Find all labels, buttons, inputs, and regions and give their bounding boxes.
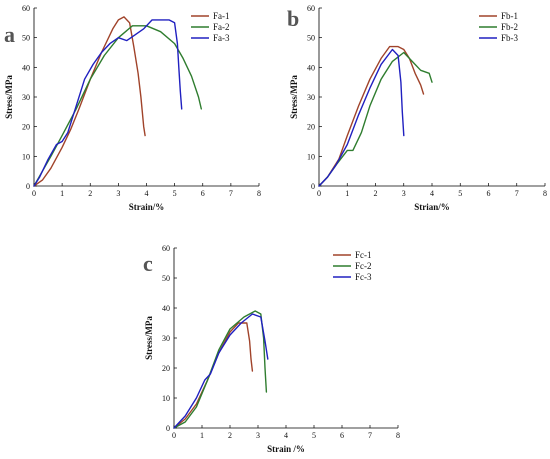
y-tick-label: 40 [162, 304, 170, 313]
legend-label-Fc-3: Fc-3 [355, 272, 372, 282]
y-tick-label: 50 [22, 34, 30, 43]
y-tick-label: 0 [166, 424, 170, 433]
x-tick-label: 7 [229, 189, 233, 198]
y-tick-label: 30 [22, 93, 30, 102]
y-tick-label: 50 [162, 274, 170, 283]
x-tick-label: 8 [257, 189, 261, 198]
legend-label-Fc-1: Fc-1 [355, 250, 372, 260]
x-tick-label: 2 [88, 189, 92, 198]
x-tick-label: 2 [228, 431, 232, 440]
x-tick-label: 7 [368, 431, 372, 440]
x-tick-label: 8 [543, 189, 547, 198]
x-tick-label: 7 [515, 189, 519, 198]
y-tick-label: 40 [307, 63, 315, 72]
series-line-Fb-3 [318, 48, 405, 187]
x-tick-label: 4 [145, 189, 149, 198]
series-line-Fa-3 [33, 19, 183, 187]
series-line-Fb-1 [318, 45, 425, 187]
x-tick-label: 6 [201, 189, 205, 198]
y-tick-label: 20 [162, 364, 170, 373]
y-tick-label: 10 [162, 394, 170, 403]
x-tick-label: 5 [173, 189, 177, 198]
legend-label-Fb-2: Fb-2 [501, 22, 518, 32]
x-tick-label: 3 [402, 189, 406, 198]
y-axis-title: Stress/MPa [144, 316, 154, 360]
y-tick-label: 30 [162, 334, 170, 343]
x-tick-label: 0 [317, 189, 321, 198]
series-line-Fc-2 [173, 310, 268, 429]
y-tick-label: 60 [162, 244, 170, 253]
legend-label-Fa-1: Fa-1 [213, 11, 230, 21]
x-tick-label: 0 [32, 189, 36, 198]
x-tick-label: 6 [340, 431, 344, 440]
x-axis-title: Strian/% [414, 202, 450, 212]
x-tick-label: 1 [345, 189, 349, 198]
x-tick-label: 4 [284, 431, 288, 440]
series-line-Fc-3 [173, 313, 269, 429]
y-tick-label: 10 [307, 152, 315, 161]
panel-letter: a [4, 22, 15, 47]
chart-panel-b: b 0 1 2 3 4 5 6 7 8 0 10 20 30 40 50 60 Strian/% Stress/MP… [287, 4, 547, 212]
y-tick-label: 30 [307, 93, 315, 102]
series-line-Fa-2 [33, 25, 203, 187]
y-axis-title: Stress/MPa [4, 75, 14, 119]
chart-panel-a: a 0 1 2 3 4 5 6 7 8 0 10 20 30 40 50 60 Strain/% Stress/MP… [4, 4, 261, 212]
panel-letter: b [287, 6, 299, 31]
x-tick-label: 2 [374, 189, 378, 198]
y-tick-label: 0 [311, 182, 315, 191]
x-tick-label: 5 [312, 431, 316, 440]
y-tick-label: 60 [22, 4, 30, 13]
x-tick-label: 0 [172, 431, 176, 440]
x-tick-label: 8 [396, 431, 400, 440]
y-axis-title: Stress/MPa [289, 75, 299, 119]
legend-label-Fc-2: Fc-2 [355, 261, 372, 271]
series-line-Fc-1 [173, 322, 254, 429]
x-tick-label: 5 [458, 189, 462, 198]
x-axis-title: Strain/% [129, 202, 165, 212]
y-tick-label: 50 [307, 34, 315, 43]
x-tick-label: 4 [430, 189, 434, 198]
y-tick-label: 0 [26, 182, 30, 191]
x-axis-title: Strain /% [267, 444, 305, 454]
y-tick-label: 60 [307, 4, 315, 13]
x-tick-label: 3 [116, 189, 120, 198]
x-tick-label: 1 [200, 431, 204, 440]
y-tick-label: 20 [307, 123, 315, 132]
x-tick-label: 1 [60, 189, 64, 198]
x-tick-label: 3 [256, 431, 260, 440]
x-tick-label: 6 [487, 189, 491, 198]
legend-label-Fb-1: Fb-1 [501, 11, 518, 21]
legend-label-Fa-3: Fa-3 [213, 33, 230, 43]
y-tick-label: 40 [22, 63, 30, 72]
y-tick-label: 10 [22, 152, 30, 161]
chart-panel-c: c 0 1 2 3 4 5 6 7 8 0 10 20 30 40 50 60 Strain /% Stress/M… [143, 244, 400, 454]
legend-label-Fb-3: Fb-3 [501, 33, 519, 43]
panel-letter: c [143, 251, 153, 276]
legend-label-Fa-2: Fa-2 [213, 22, 230, 32]
y-tick-label: 20 [22, 123, 30, 132]
series-line-Fa-1 [33, 16, 146, 187]
